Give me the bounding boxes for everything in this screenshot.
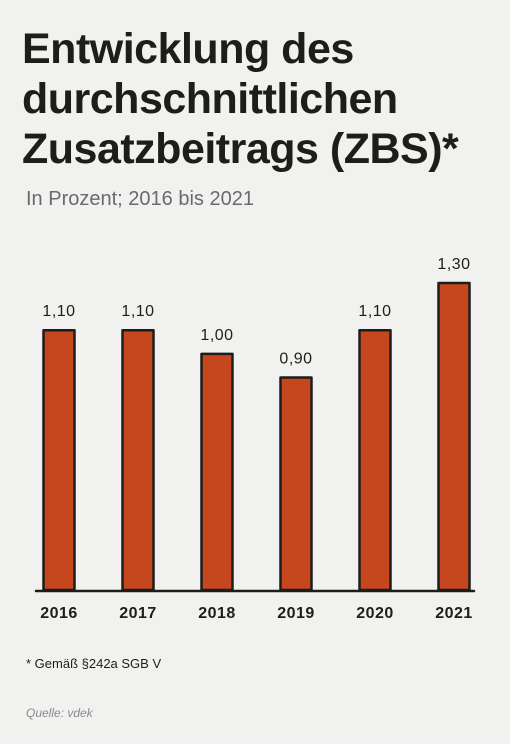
bar-2021 — [437, 281, 471, 592]
value-label-2021: 1,30 — [437, 256, 470, 273]
source-note: Quelle: vdek — [26, 706, 93, 720]
x-tick-2016: 2016 — [40, 605, 78, 622]
value-label-2019: 0,90 — [279, 350, 312, 367]
bar-chart: 1,10 2016 1,10 2017 1,00 2018 0,90 2019 1,10 2020… — [34, 256, 476, 622]
value-label-2016: 1,10 — [42, 303, 75, 320]
bar-2020 — [358, 328, 392, 592]
x-tick-2021: 2021 — [435, 605, 473, 622]
footnote: * Gemäß §242a SGB V — [26, 656, 162, 671]
bar-2016 — [42, 328, 76, 592]
chart-title: Entwicklung des durchschnittlichen Zusat… — [22, 25, 459, 173]
value-label-2018: 1,00 — [200, 327, 233, 344]
value-label-2017: 1,10 — [121, 303, 154, 320]
chart-subtitle: In Prozent; 2016 bis 2021 — [26, 188, 254, 210]
bar-2018 — [200, 352, 234, 592]
x-tick-2017: 2017 — [119, 605, 157, 622]
x-tick-2018: 2018 — [198, 605, 236, 622]
bar-2017 — [121, 328, 155, 592]
bar-2019 — [279, 376, 313, 592]
value-label-2020: 1,10 — [358, 303, 391, 320]
x-tick-2020: 2020 — [356, 605, 394, 622]
x-tick-2019: 2019 — [277, 605, 315, 622]
